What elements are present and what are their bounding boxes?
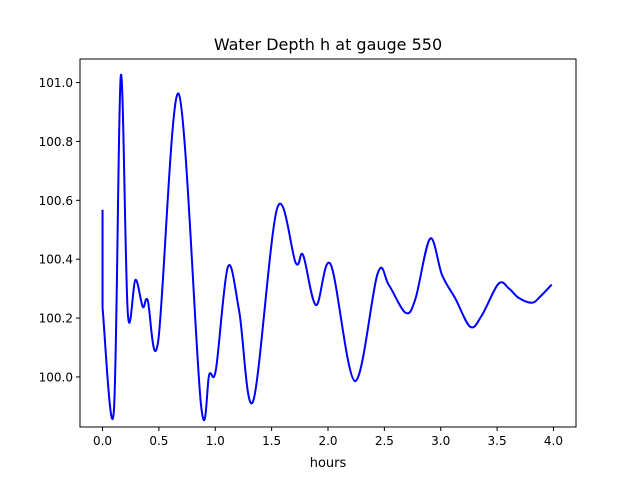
x-tick-label: 2.5 [375, 434, 394, 448]
x-tick-label: 1.5 [262, 434, 281, 448]
x-tick-label: 3.0 [431, 434, 450, 448]
x-tick-label: 0.5 [149, 434, 168, 448]
y-tick-label: 100.8 [39, 135, 73, 149]
series-line-h [101, 73, 553, 422]
x-tick-label: 1.0 [206, 434, 225, 448]
x-tick-label: 0.0 [93, 434, 112, 448]
y-tick-label: 100.2 [39, 312, 73, 326]
y-tick-label: 100.6 [39, 194, 73, 208]
x-tick-label: 2.0 [318, 434, 337, 448]
y-tick-label: 100.0 [39, 370, 73, 384]
y-tick-label: 101.0 [39, 76, 73, 90]
x-tick-label: 4.0 [544, 434, 563, 448]
y-tick-label: 100.4 [39, 253, 73, 267]
chart-title: Water Depth h at gauge 550 [214, 35, 442, 54]
x-tick-label: 3.5 [488, 434, 507, 448]
x-axis-label: hours [310, 456, 347, 471]
